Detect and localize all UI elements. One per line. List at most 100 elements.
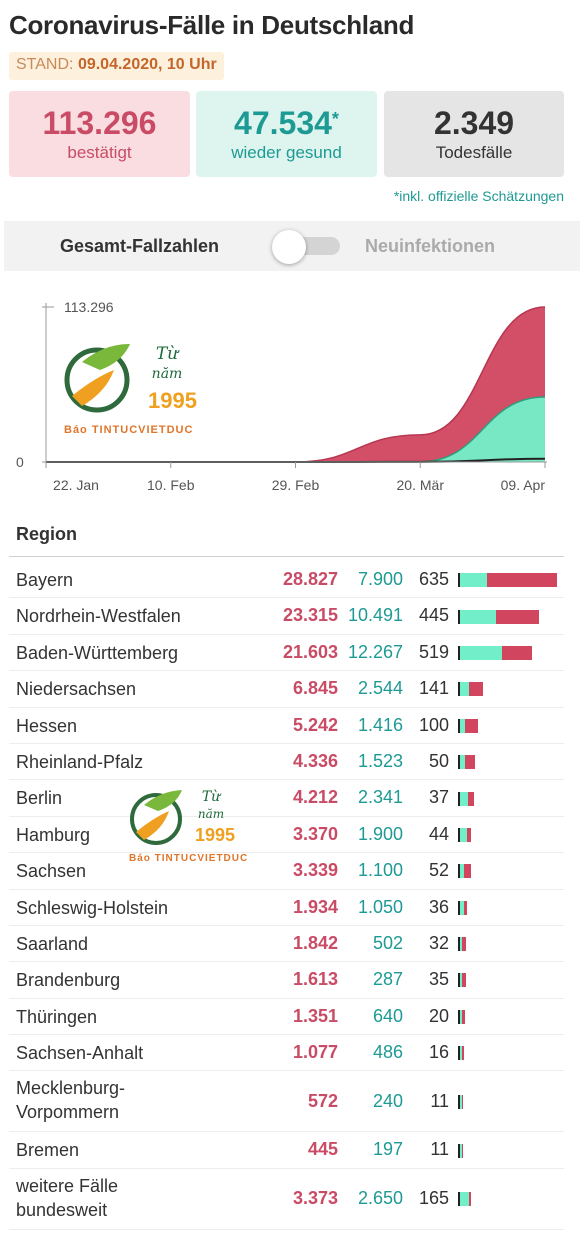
recovered-bar-segment [460,682,469,697]
deaths-value: 165 [418,1188,449,1209]
recovered-bar-segment [460,1009,463,1024]
recovered-value: 1.416 [357,714,403,735]
deaths-value: 32 [428,932,449,953]
deaths-value: 11 [430,1139,449,1160]
table-row: weitere Fälle bundesweit 3.373 2.650 165 [9,1169,564,1230]
region-name: Sachsen [16,861,87,882]
recovered-value: 2.341 [357,787,403,808]
confirmed-value: 3.370 [292,823,338,844]
deaths-bar-segment [458,864,460,879]
region-name: Sachsen-Anhalt [16,1043,144,1064]
recovered-value: 287 [372,969,403,990]
table-row: Bayern 28.827 7.900 635 [9,562,564,599]
view-toggle-switch[interactable] [272,230,340,264]
recovered-value: 2.544 [357,678,403,699]
deaths-bar-segment [458,1009,460,1024]
deaths-value: 519 [418,641,449,662]
deaths-bar-segment [458,791,460,806]
confirmed-value: 445 [307,1139,338,1160]
active-bar-segment [461,1094,463,1109]
estimate-footnote: *inkl. offizielle Schätzungen [393,188,564,204]
deaths-value: 635 [418,569,449,589]
deaths-bar-segment [458,645,460,660]
deaths-value: 50 [428,750,449,771]
table-row: Sachsen-Anhalt 1.077 486 16 [9,1035,564,1072]
deaths-value: 11 [430,1090,449,1111]
active-bar-segment [463,864,472,879]
toggle-label-total[interactable]: Gesamt-Fallzahlen [60,236,220,256]
deaths-bar-segment [458,900,460,915]
watermark-logo-2: Từ năm 1995 Báo TINTUCVIETDUC [129,787,249,867]
recovered-value: 502 [372,932,403,953]
deaths-count: 2.349 [433,105,515,141]
stand-value: 09.04.2020, 10 Uhr [77,56,217,73]
table-row: Saarland 1.842 502 32 [9,926,564,963]
x-tick-label: 22. Jan [53,477,99,493]
region-name: Hessen [16,715,78,736]
confirmed-value: 6.845 [292,678,338,699]
recovered-bar-segment [460,718,465,733]
newspaper-logo-icon [64,344,130,413]
recovered-value: 1.100 [357,860,403,881]
deaths-bar-segment [458,609,460,624]
region-name: Rheinland-Pfalz [16,751,144,772]
active-bar-segment [468,791,475,806]
recovered-bar-segment [460,827,467,842]
confirmed-value: 4.336 [292,750,338,771]
recovered-value: 1.523 [357,750,403,771]
series-area-1 [46,396,545,462]
recovered-label: wieder gesund [231,143,342,162]
region-name: Baden-Württemberg [16,642,179,663]
recovered-bar-segment [460,973,462,988]
recovered-bar-segment [460,609,497,624]
watermark-2-text: Báo TINTUCVIETDUC [129,853,249,864]
recovered-bar-segment [460,864,464,879]
x-tick-label: 29. Feb [272,477,320,493]
region-table: Bayern 28.827 7.900 635 Nordrhein-Westfalen 2… [9,562,564,1230]
recovered-value: 10.491 [347,605,403,626]
table-row: Mecklenburg-Vorpommern 572 240 11 [9,1071,564,1133]
active-bar-segment [464,718,478,733]
table-row: Hamburg 3.370 1.900 44 [9,817,564,854]
active-bar-segment [461,973,466,988]
region-name: Thüringen [16,1006,98,1027]
recovered-value: 1.900 [357,823,403,844]
table-row: Thüringen 1.351 640 20 [9,999,564,1036]
recovered-bar-segment [460,755,466,770]
recovered-bar-segment [460,645,503,660]
table-row: Niedersachsen 6.845 2.544 141 [9,671,564,708]
watermark-logo: Từ năm 1995 Báo TINTUCVIETDUC [64,340,214,440]
recovered-value: 197 [372,1139,403,1160]
active-bar-segment [496,609,539,624]
recovered-bar-segment [460,1192,470,1207]
deaths-value: 37 [428,787,449,808]
y-tick-label-max: 113.296 [64,299,114,315]
view-toggle-bar: Gesamt-Fallzahlen Neuinfektionen [4,221,580,271]
active-bar-segment [468,682,484,697]
table-row: Rheinland-Pfalz 4.336 1.523 50 [9,744,564,781]
recovered-count: 47.534 [234,105,332,141]
toggle-knob[interactable] [272,230,306,264]
deaths-value: 20 [428,1005,449,1026]
region-name: Mecklenburg-Vorpommern [16,1078,126,1123]
deaths-bar-segment [458,1046,460,1061]
table-row: Schleswig-Holstein 1.934 1.050 36 [9,890,564,926]
deaths-label: Todesfälle [435,143,513,162]
recovered-card: 47.534* wieder gesund [196,91,377,177]
region-name: Berlin [16,788,63,809]
recovered-bar-segment [460,791,469,806]
recovered-value: 7.900 [357,569,403,589]
table-row: Brandenburg 1.613 287 35 [9,962,564,999]
region-name: Niedersachsen [16,679,137,700]
recovered-value: 12.267 [347,641,403,662]
watermark-line1: Từ [155,344,179,364]
toggle-label-new[interactable]: Neuinfektionen [365,236,496,256]
active-bar-segment [487,573,557,588]
recovered-bar-segment [460,1094,462,1109]
active-bar-segment [461,937,467,952]
deaths-value: 35 [428,969,449,990]
confirmed-value: 1.934 [292,896,338,917]
recovered-value: 640 [372,1005,403,1026]
x-tick-label: 10. Feb [147,477,195,493]
x-tick-label: 09. Apr [501,477,546,493]
